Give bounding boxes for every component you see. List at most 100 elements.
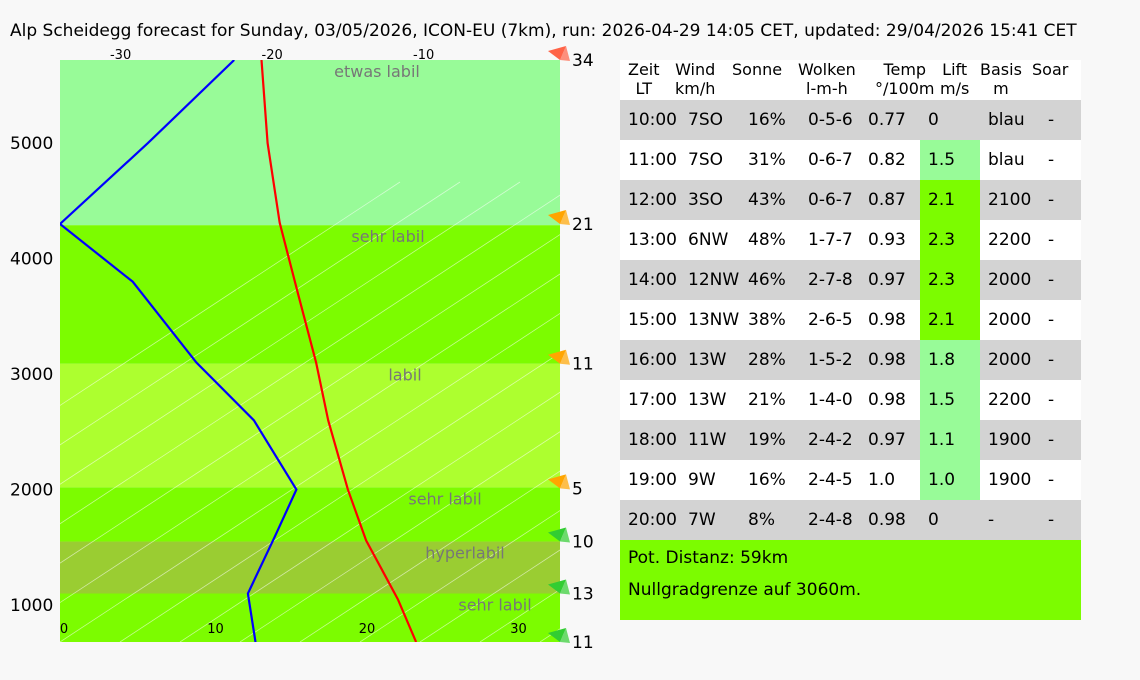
table-row: 12:00 3SO 43% 0-6-7 0.87 2.1 2100- <box>620 180 1081 220</box>
cell-lift: 1.0 <box>920 460 980 500</box>
cell-clouds: 1-7-7 <box>808 230 853 250</box>
y-tick-label: 1000 <box>10 596 53 616</box>
grid-line <box>60 181 461 446</box>
cell-lift: 2.1 <box>920 300 980 340</box>
cell-base: 2000 <box>988 310 1032 330</box>
stability-label: hyperlabil <box>425 544 504 563</box>
cell-lift: 1.5 <box>920 380 980 420</box>
cell-time: 10:00 <box>628 110 677 130</box>
cell-soar: - <box>1048 310 1055 330</box>
cell-clouds: 2-7-8 <box>808 270 853 290</box>
temperature-line <box>260 60 418 642</box>
stability-label: sehr labil <box>408 489 481 508</box>
cell-base: 2100 <box>988 190 1032 210</box>
wind-speed-label: 10 <box>572 533 594 553</box>
cell-base: 2000 <box>988 350 1032 370</box>
cell-wind: 13W <box>688 350 727 370</box>
table-row: 17:00 13W 21% 1-4-0 0.98 1.5 2200- <box>620 380 1081 420</box>
wind-arrow-shade <box>560 349 570 365</box>
table-row: 10:00 7SO 16% 0-5-6 0.77 0 blau - <box>620 100 1081 140</box>
table-row: 15:00 13NW 38% 2-6-5 0.98 2.1 2000- <box>620 300 1081 340</box>
cell-sun: 46% <box>748 270 786 290</box>
column-header: Basis m <box>980 60 1022 98</box>
cell-clouds: 2-6-5 <box>808 310 853 330</box>
cell-clouds: 2-4-8 <box>808 510 853 530</box>
profile-lines <box>60 60 418 642</box>
cell-wind: 3SO <box>688 190 723 210</box>
grid-line <box>119 352 560 642</box>
grid-line <box>60 234 560 564</box>
grid-line <box>60 273 560 604</box>
potential-distance: Pot. Distanz: 59km <box>628 548 789 568</box>
grid-line <box>179 391 560 642</box>
table-row: 19:00 9W 16% 2-4-5 1.0 1.0 1900- <box>620 460 1081 500</box>
forecast-table: Zeit LT Wind km/h Sonne Wolken l-m-h Temp °/100… <box>620 60 1081 620</box>
cell-temp: 0.97 <box>868 430 906 450</box>
table-row: 14:00 12NW 46% 2-7-8 0.97 2.3 2000- <box>620 260 1081 300</box>
cell-soar: - <box>1048 190 1055 210</box>
wind-arrow-shade <box>560 209 570 225</box>
cell-clouds: 2-4-2 <box>808 430 853 450</box>
column-header: Wolken l-m-h <box>798 60 856 98</box>
column-header: Sonne <box>732 60 783 79</box>
stability-label: sehr labil <box>458 596 531 615</box>
table-row: 20:00 7W 8% 2-4-8 0.98 0 - - <box>620 500 1081 540</box>
cell-time: 16:00 <box>628 350 677 370</box>
stability-label: sehr labil <box>351 227 424 246</box>
cell-time: 18:00 <box>628 430 677 450</box>
cell-lift: 1.8 <box>920 340 980 380</box>
wind-speed-label: 21 <box>572 215 594 235</box>
x-top-tick-label: -20 <box>262 48 283 63</box>
x-tick-label: 30 <box>510 622 527 637</box>
summary-box: Pot. Distanz: 59km Nullgradgrenze auf 30… <box>620 540 1081 620</box>
table-row: 13:00 6NW 48% 1-7-7 0.93 2.3 2200- <box>620 220 1081 260</box>
wind-markers: 11 13 10 5 11 21 34 <box>548 46 594 653</box>
cell-soar: - <box>1048 110 1055 130</box>
y-tick-label: 2000 <box>10 481 53 501</box>
column-header: Lift m/s <box>940 60 970 98</box>
grid-line <box>60 181 401 406</box>
cell-wind: 7W <box>688 510 716 530</box>
cell-clouds: 0-5-6 <box>808 110 853 130</box>
grid-line <box>239 431 560 642</box>
cell-wind: 6NW <box>688 230 729 250</box>
stability-label: etwas labil <box>334 62 420 81</box>
cell-soar: - <box>1048 230 1055 250</box>
cell-sun: 8% <box>748 510 775 530</box>
cell-time: 20:00 <box>628 510 677 530</box>
wind-arrow-shade <box>560 579 570 595</box>
wind-speed-label: 13 <box>572 585 594 605</box>
cell-temp: 1.0 <box>868 470 896 490</box>
cell-time: 13:00 <box>628 230 677 250</box>
grid-line <box>60 194 560 525</box>
cell-temp: 0.82 <box>868 150 906 170</box>
cell-base: 1900 <box>988 430 1032 450</box>
cell-wind: 9W <box>688 470 716 490</box>
table-row: 18:00 11W 19% 2-4-2 0.97 1.1 1900- <box>620 420 1081 460</box>
cell-sun: 16% <box>748 470 786 490</box>
wind-arrow-shade <box>560 474 570 490</box>
cell-clouds: 1-5-2 <box>808 350 853 370</box>
grid-lines <box>60 181 560 642</box>
cell-soar: - <box>1048 350 1055 370</box>
stability-layer <box>60 541 560 594</box>
column-header: Wind km/h <box>675 60 716 98</box>
cell-temp: 0.93 <box>868 230 906 250</box>
x-top-tick-label: -10 <box>413 48 434 63</box>
cell-time: 15:00 <box>628 310 677 330</box>
stability-layers <box>60 60 560 642</box>
dewpoint-line <box>60 60 298 642</box>
cell-wind: 11W <box>688 430 727 450</box>
wind-speed-label: 5 <box>572 479 583 499</box>
cell-sun: 38% <box>748 310 786 330</box>
cell-time: 14:00 <box>628 270 677 290</box>
grid-line <box>359 510 560 642</box>
wind-speed-label: 11 <box>572 355 594 375</box>
cell-sun: 43% <box>748 190 786 210</box>
grid-line <box>60 181 521 485</box>
cell-wind: 13W <box>688 390 727 410</box>
table-row: 16:00 13W 28% 1-5-2 0.98 1.8 2000- <box>620 340 1081 380</box>
wind-arrow-shade <box>560 628 570 643</box>
y-tick-label: 4000 <box>10 250 53 270</box>
cell-time: 12:00 <box>628 190 677 210</box>
